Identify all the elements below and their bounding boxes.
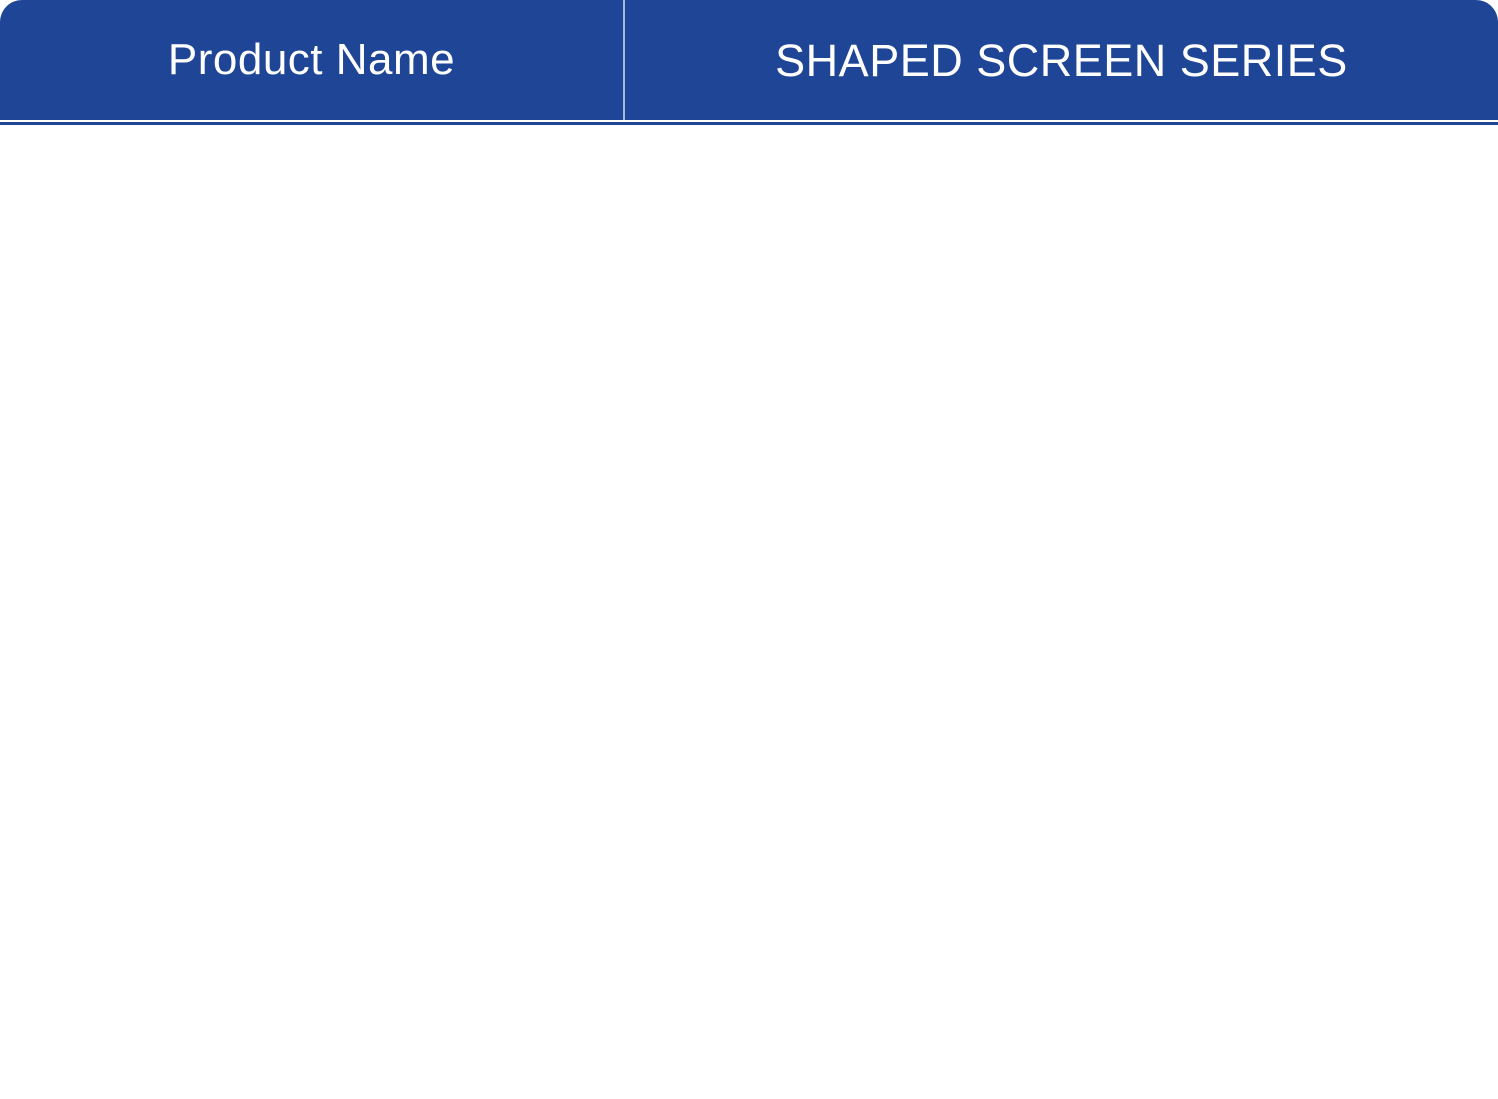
product-name-label: Product Name [167, 35, 456, 84]
header-cell-divider [623, 0, 625, 120]
header-cell-product-name: Product Name [0, 0, 623, 120]
header-cell-product-value: SHAPED SCREEN SERIES [625, 0, 1498, 120]
product-table-header-row: Product Name SHAPED SCREEN SERIES [0, 0, 1498, 120]
product-series-label: SHAPED SCREEN SERIES [775, 34, 1348, 86]
empty-content-area [0, 125, 1498, 1099]
header-bottom-rule [0, 122, 1498, 125]
